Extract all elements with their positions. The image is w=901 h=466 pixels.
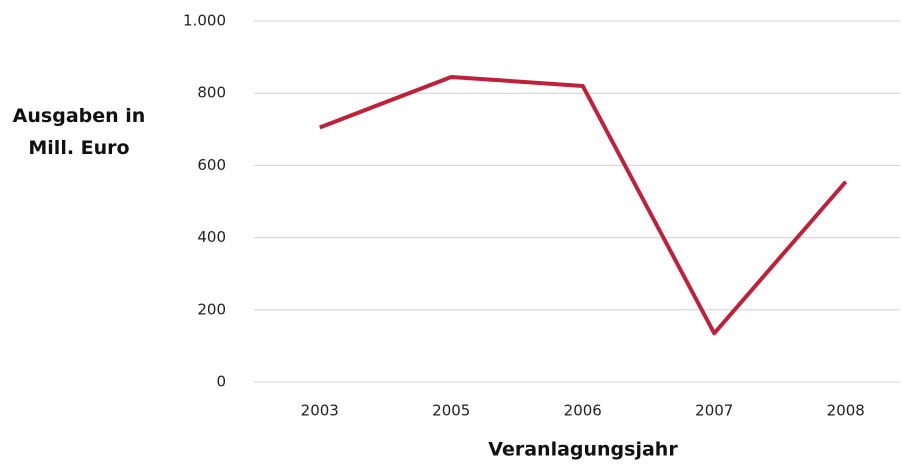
y-tick-label: 1.000 — [183, 12, 226, 30]
y-tick-label: 400 — [197, 228, 226, 246]
x-axis-label: Veranlagungsjahr — [488, 439, 678, 461]
x-tick-label: 2007 — [695, 402, 733, 420]
y-axis-label: Ausgaben in Mill. Euro — [12, 105, 146, 159]
x-tick-label: 2008 — [827, 402, 865, 420]
y-tick-label: 0 — [216, 373, 226, 391]
x-tick-label: 2006 — [564, 402, 602, 420]
y-tick-label: 600 — [197, 156, 226, 174]
x-tick-label: 2003 — [301, 402, 339, 420]
y-tick-label: 800 — [197, 84, 226, 102]
x-tick-label: 2005 — [432, 402, 470, 420]
y-tick-label: 200 — [197, 300, 226, 318]
data-line — [319, 74, 848, 336]
